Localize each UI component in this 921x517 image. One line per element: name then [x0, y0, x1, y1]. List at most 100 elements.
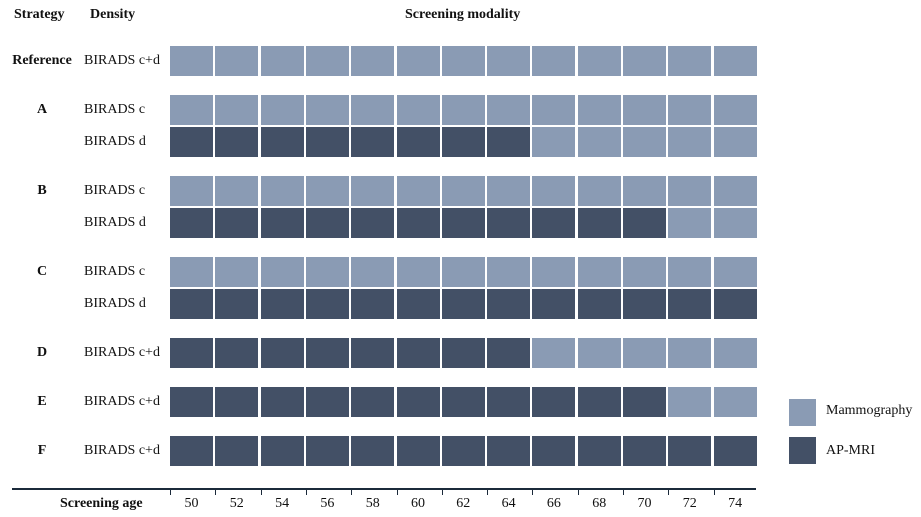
mammography-cell-age-70 — [623, 46, 666, 76]
mammography-cell-age-58 — [351, 95, 395, 125]
header-screening-modality: Screening modality — [405, 7, 521, 22]
mammography-cell-age-60 — [396, 95, 440, 125]
ap-mri-cell-age-70 — [623, 387, 666, 417]
mammography-cell-age-58 — [351, 46, 395, 76]
ap-mri-cell-age-64 — [487, 436, 531, 466]
mammography-cell-age-58 — [351, 176, 395, 206]
mammography-cell-age-74 — [713, 338, 757, 368]
mammography-cell-age-74 — [713, 387, 757, 417]
x-axis-tick — [532, 490, 534, 495]
strategy-label-f: F — [37, 443, 47, 458]
ap-mri-cell-age-74 — [713, 289, 757, 319]
ap-mri-cell-age-70 — [623, 289, 666, 319]
ap-mri-cell-age-64 — [487, 127, 531, 157]
ap-mri-cell-age-62 — [441, 387, 485, 417]
ap-mri-cell-age-60 — [396, 338, 440, 368]
mammography-cell-age-70 — [623, 127, 666, 157]
ap-mri-cell-age-56 — [305, 289, 349, 319]
age-tick-label-60: 60 — [411, 496, 425, 511]
mammography-cell-age-72 — [668, 338, 712, 368]
ap-mri-cell-age-64 — [487, 338, 531, 368]
mammography-cell-age-68 — [577, 95, 621, 125]
ap-mri-cell-age-68 — [577, 289, 621, 319]
strategy-label-e: E — [37, 394, 47, 409]
mammography-cell-age-72 — [668, 387, 712, 417]
ap-mri-cell-age-54 — [260, 387, 304, 417]
age-tick-label-68: 68 — [592, 496, 607, 511]
mammography-cell-age-72 — [668, 127, 712, 157]
mammography-cell-age-52 — [215, 257, 259, 287]
mammography-cell-age-74 — [713, 46, 757, 76]
mammography-cell-age-50 — [170, 95, 213, 125]
age-tick-label-66: 66 — [546, 496, 561, 511]
mammography-cell-age-64 — [487, 46, 531, 76]
ap-mri-cell-age-62 — [441, 338, 485, 368]
ap-mri-cell-age-52 — [215, 208, 259, 238]
x-axis-label: Screening age — [60, 496, 143, 511]
ap-mri-cell-age-60 — [396, 436, 440, 466]
mammography-cell-age-66 — [532, 95, 576, 125]
mammography-cell-age-72 — [668, 208, 712, 238]
ap-mri-cell-age-52 — [215, 338, 259, 368]
x-axis-tick — [487, 490, 489, 495]
ap-mri-cell-age-52 — [215, 127, 259, 157]
ap-mri-cell-age-64 — [487, 289, 531, 319]
mammography-cell-age-56 — [305, 46, 349, 76]
mammography-cell-age-52 — [215, 176, 259, 206]
age-tick-label-74: 74 — [728, 496, 743, 511]
ap-mri-cell-age-54 — [260, 436, 304, 466]
age-tick-label-54: 54 — [275, 496, 290, 511]
density-label: BIRADS c — [84, 264, 146, 279]
legend-mammography-label: Mammography — [826, 403, 913, 418]
ap-mri-cell-age-72 — [668, 436, 712, 466]
ap-mri-cell-age-60 — [396, 208, 440, 238]
x-axis-tick — [170, 490, 171, 495]
ap-mri-cell-age-52 — [215, 289, 259, 319]
x-axis-tick — [260, 490, 262, 495]
mammography-cell-age-60 — [396, 257, 440, 287]
ap-mri-cell-age-64 — [487, 208, 531, 238]
legend-ap-mri-label: AP-MRI — [826, 443, 876, 458]
ap-mri-cell-age-62 — [441, 208, 485, 238]
ap-mri-cell-age-54 — [260, 208, 304, 238]
ap-mri-cell-age-66 — [532, 289, 576, 319]
ap-mri-cell-age-52 — [215, 436, 259, 466]
age-tick-label-64: 64 — [501, 496, 516, 511]
ap-mri-cell-age-50 — [170, 208, 213, 238]
x-axis-tick — [441, 490, 443, 495]
ap-mri-cell-age-68 — [577, 436, 621, 466]
ap-mri-cell-age-58 — [351, 208, 395, 238]
age-tick-label-52: 52 — [229, 496, 244, 511]
ap-mri-cell-age-58 — [351, 387, 395, 417]
ap-mri-cell-age-60 — [396, 289, 440, 319]
x-axis-tick — [396, 490, 398, 495]
ap-mri-cell-age-66 — [532, 208, 576, 238]
mammography-cell-age-68 — [577, 338, 621, 368]
mammography-cell-age-72 — [668, 46, 712, 76]
ap-mri-cell-age-62 — [441, 436, 485, 466]
ap-mri-cell-age-54 — [260, 338, 304, 368]
age-tick-label-62: 62 — [456, 496, 471, 511]
mammography-cell-age-70 — [623, 95, 666, 125]
ap-mri-cell-age-54 — [260, 127, 304, 157]
mammography-cell-age-54 — [260, 176, 304, 206]
age-tick-label-56: 56 — [320, 496, 335, 511]
ap-mri-cell-age-66 — [532, 387, 576, 417]
ap-mri-cell-age-62 — [441, 127, 485, 157]
x-axis-tick — [668, 490, 670, 495]
strategy-label-b: B — [37, 183, 47, 198]
mammography-cell-age-54 — [260, 95, 304, 125]
mammography-cell-age-52 — [215, 46, 259, 76]
mammography-cell-age-70 — [623, 338, 666, 368]
ap-mri-cell-age-56 — [305, 436, 349, 466]
mammography-cell-age-64 — [487, 257, 531, 287]
mammography-cell-age-66 — [532, 338, 576, 368]
ap-mri-cell-age-50 — [170, 338, 213, 368]
ap-mri-cell-age-58 — [351, 338, 395, 368]
mammography-cell-age-56 — [305, 257, 349, 287]
ap-mri-cell-age-58 — [351, 436, 395, 466]
ap-mri-cell-age-56 — [305, 387, 349, 417]
ap-mri-cell-age-72 — [668, 289, 712, 319]
mammography-cell-age-72 — [668, 176, 712, 206]
legend-ap-mri-swatch — [789, 437, 816, 464]
